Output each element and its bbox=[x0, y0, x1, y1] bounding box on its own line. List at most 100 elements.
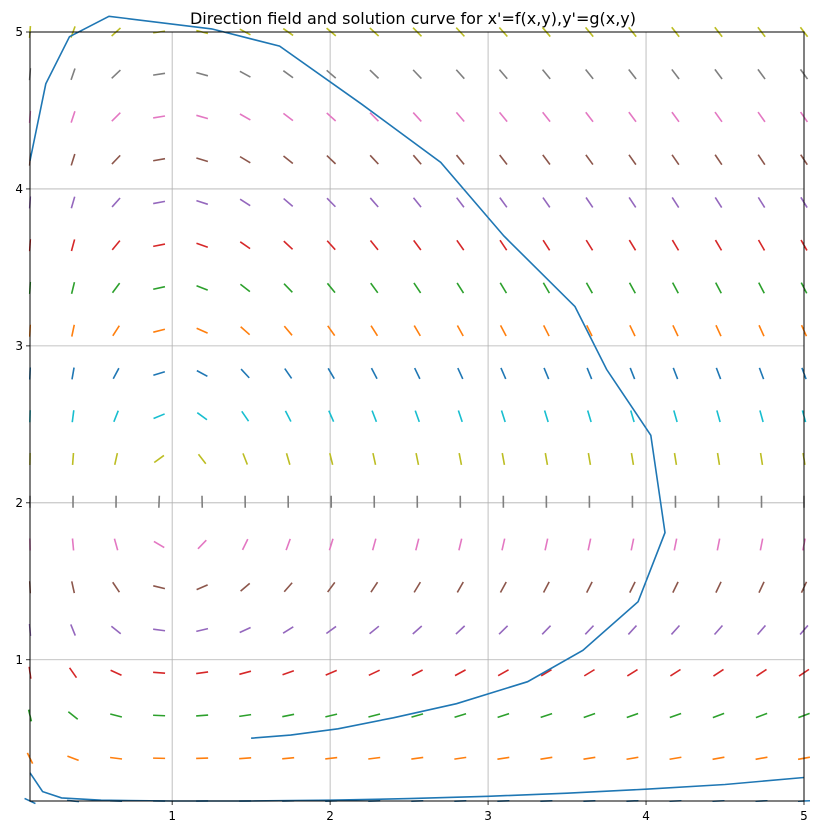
direction-segment bbox=[282, 626, 294, 634]
direction-segment bbox=[239, 626, 251, 634]
direction-segment bbox=[412, 69, 422, 80]
direction-segment bbox=[196, 369, 208, 378]
direction-segment bbox=[71, 324, 76, 337]
direction-segment bbox=[456, 325, 464, 337]
direction-segment bbox=[412, 111, 422, 122]
direction-segment bbox=[586, 367, 593, 380]
direction-segment bbox=[197, 453, 207, 465]
direction-segment bbox=[326, 240, 336, 251]
direction-segment bbox=[413, 325, 421, 337]
direction-segment bbox=[715, 581, 722, 593]
direction-segment bbox=[282, 70, 294, 79]
direction-segment bbox=[671, 239, 680, 251]
direction-segment bbox=[239, 70, 251, 78]
direction-segment bbox=[626, 712, 639, 719]
direction-segment bbox=[498, 69, 508, 80]
direction-segment bbox=[542, 154, 551, 166]
direction-segment bbox=[628, 111, 637, 123]
direction-segment bbox=[415, 452, 420, 466]
direction-segment bbox=[758, 367, 765, 380]
direction-segment bbox=[498, 111, 508, 123]
direction-segment bbox=[455, 625, 466, 635]
direction-segment bbox=[671, 68, 680, 80]
direction-segment bbox=[325, 625, 337, 635]
direction-segment bbox=[326, 282, 336, 294]
direction-segment bbox=[540, 712, 553, 719]
direction-segment bbox=[239, 670, 252, 676]
direction-segment bbox=[111, 240, 121, 251]
direction-segment bbox=[369, 625, 380, 635]
direction-segment bbox=[327, 325, 336, 337]
direction-segment bbox=[628, 239, 637, 251]
direction-segment bbox=[585, 282, 594, 294]
direction-segment bbox=[110, 713, 123, 718]
direction-segment bbox=[458, 452, 463, 466]
direction-segment bbox=[196, 627, 209, 633]
direction-segment bbox=[111, 69, 121, 79]
direction-segment bbox=[630, 452, 635, 466]
x-tick-label: 2 bbox=[326, 809, 334, 823]
direction-segment bbox=[543, 410, 549, 423]
direction-segment bbox=[240, 582, 251, 592]
direction-segment bbox=[70, 153, 76, 166]
direction-segment bbox=[369, 69, 380, 79]
direction-segment bbox=[112, 367, 120, 380]
direction-segment bbox=[671, 111, 680, 123]
direction-segment bbox=[329, 452, 334, 466]
direction-segment bbox=[112, 325, 120, 337]
direction-segment bbox=[112, 581, 121, 593]
direction-segment bbox=[411, 756, 424, 760]
direction-segment bbox=[283, 582, 293, 593]
direction-segment bbox=[196, 71, 209, 77]
direction-segment bbox=[501, 452, 506, 466]
direction-segment bbox=[715, 324, 722, 337]
direction-segment bbox=[456, 581, 464, 593]
direction-segment bbox=[713, 624, 724, 636]
direction-segment bbox=[454, 669, 466, 677]
direction-segment bbox=[113, 538, 119, 551]
direction-segment bbox=[283, 155, 294, 165]
direction-segment bbox=[715, 367, 722, 380]
direction-segment bbox=[544, 538, 549, 551]
direction-segment bbox=[282, 713, 295, 718]
direction-segment bbox=[240, 368, 250, 379]
direction-segment bbox=[111, 197, 121, 208]
direction-segment bbox=[111, 112, 121, 122]
direction-segment bbox=[239, 198, 251, 207]
direction-segment bbox=[583, 668, 595, 677]
direction-segment bbox=[499, 282, 508, 294]
direction-segment bbox=[70, 196, 76, 209]
direction-segment bbox=[542, 325, 550, 337]
direction-segment bbox=[455, 154, 465, 165]
direction-segment bbox=[714, 111, 723, 123]
direction-segment bbox=[714, 68, 723, 80]
direction-segment bbox=[242, 453, 249, 465]
plot-frame bbox=[29, 31, 805, 802]
chart-title: Direction field and solution curve for x… bbox=[190, 9, 636, 28]
direction-field bbox=[24, 25, 811, 805]
direction-segment bbox=[239, 283, 251, 293]
direction-segment bbox=[712, 756, 725, 761]
direction-segment bbox=[196, 199, 209, 206]
direction-segment bbox=[153, 540, 165, 549]
direction-segment bbox=[70, 281, 76, 294]
direction-segment bbox=[585, 154, 594, 166]
direction-segment bbox=[500, 410, 506, 423]
direction-segment bbox=[239, 155, 251, 164]
direction-segment bbox=[196, 714, 209, 717]
direction-segment bbox=[587, 538, 592, 551]
direction-segment bbox=[239, 713, 252, 718]
direction-segment bbox=[499, 581, 507, 593]
direction-segment bbox=[412, 197, 422, 208]
direction-segment bbox=[456, 197, 465, 208]
direction-segment bbox=[673, 538, 678, 551]
direction-segment bbox=[499, 325, 507, 337]
direction-segment bbox=[454, 756, 467, 760]
direction-segment bbox=[110, 669, 122, 676]
direction-segment bbox=[370, 581, 379, 593]
direction-segment bbox=[629, 410, 635, 423]
direction-segment bbox=[629, 324, 636, 337]
direction-segment bbox=[411, 669, 423, 677]
direction-segment bbox=[673, 410, 678, 423]
direction-segment bbox=[370, 367, 378, 380]
